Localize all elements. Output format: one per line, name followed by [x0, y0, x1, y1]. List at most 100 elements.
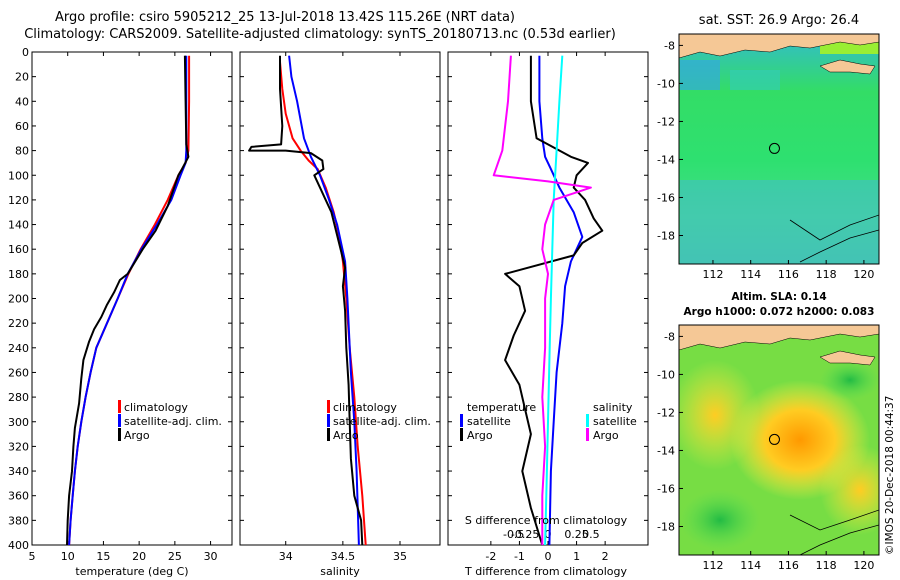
legend-s-satellite: satellite [593, 415, 637, 428]
y-tick-label: 180 [8, 268, 29, 281]
sst-map-title: sat. SST: 26.9 Argo: 26.4 [699, 13, 859, 28]
salinity-xlabel: salinity [320, 565, 360, 578]
legend-t-argo: Argo [467, 429, 493, 442]
sla-map-title-line1: Altim. SLA: 0.14 [731, 291, 826, 303]
sst-map-image [679, 34, 879, 264]
map-y-tick-label: -12 [657, 406, 675, 419]
map-y-tick-label: -14 [657, 444, 675, 457]
map-y-tick-label: -18 [657, 229, 675, 242]
y-tick-label: 80 [15, 145, 29, 158]
difference-legend: temperature satellite Argo salinity sate… [460, 401, 637, 442]
map-x-tick-label: 112 [702, 268, 723, 281]
y-tick-label: 40 [15, 95, 29, 108]
map-y-tick-label: -14 [657, 153, 675, 166]
legend-climatology-swatch [118, 400, 121, 413]
x-tick-label: 20 [132, 550, 146, 563]
argo-position-marker [768, 142, 780, 154]
y-tick-label: 400 [8, 539, 29, 552]
y-tick-label: 360 [8, 490, 29, 503]
map-y-tick-label: -12 [657, 115, 675, 128]
x-tick-label: 1 [573, 550, 580, 563]
map-y-tick-label: -8 [664, 39, 675, 52]
series-line-temperature-argo [504, 55, 604, 545]
legend-argo: Argo [124, 429, 150, 442]
salinity-axes [239, 51, 441, 546]
legend-climatology: climatology [333, 401, 397, 414]
x-tick-label: 30 [204, 550, 218, 563]
sal-diff-tick-label: 0.5 [582, 528, 600, 541]
y-tick-label: 320 [8, 440, 29, 453]
legend-s-argo-swatch [586, 428, 589, 441]
series-line-salinity-argo [492, 55, 592, 545]
y-tick-label: 220 [8, 317, 29, 330]
legend-t-argo-swatch [460, 428, 463, 441]
difference-xlabel: T difference from climatology [464, 565, 627, 578]
x-tick-label: 0 [545, 550, 552, 563]
sst-map-axes [678, 33, 880, 265]
series-line-satellite-adj-clim- [68, 55, 188, 545]
x-tick-label: 2 [602, 550, 609, 563]
argo-position-marker [768, 433, 780, 445]
legend-s-argo: Argo [593, 429, 619, 442]
map-x-tick-label: 114 [740, 559, 761, 572]
x-tick-label: 10 [61, 550, 75, 563]
map-x-tick-label: 114 [740, 268, 761, 281]
y-tick-label: 60 [15, 120, 29, 133]
sal-diff-tick-label: -0.25 [511, 528, 539, 541]
y-tick-label: 100 [8, 169, 29, 182]
legend-satellite-swatch [327, 414, 330, 427]
legend-climatology: climatology [124, 401, 188, 414]
map-y-tick-label: -16 [657, 191, 675, 204]
x-tick-label: 5 [29, 550, 36, 563]
y-tick-label: 120 [8, 194, 29, 207]
map-x-tick-label: 112 [702, 559, 723, 572]
series-line-climatology [68, 55, 191, 545]
legend-temperature-heading: temperature [467, 401, 536, 414]
y-tick-label: 200 [8, 293, 29, 306]
sla-map-title-line2: Argo h1000: 0.072 h2000: 0.083 [684, 306, 875, 318]
difference-xlabel-top: S difference from climatology [465, 514, 628, 527]
y-tick-label: 280 [8, 391, 29, 404]
difference-axes [447, 51, 649, 546]
sal-diff-tick-label: -0.5 [503, 528, 524, 541]
map-y-tick-label: -10 [657, 77, 675, 90]
temperature-xlabel: temperature (deg C) [75, 565, 188, 578]
figure-title-line1: Argo profile: csiro 5905212_25 13-Jul-20… [55, 10, 515, 25]
legend-t-satellite-swatch [460, 414, 463, 427]
figure-title-line2: Climatology: CARS2009. Satellite-adjuste… [24, 27, 616, 42]
legend-argo: Argo [333, 429, 359, 442]
y-tick-label: 340 [8, 465, 29, 478]
y-tick-label: 380 [8, 514, 29, 527]
map-y-tick-label: -18 [657, 520, 675, 533]
salinity-legend: climatology satellite-adj. clim. Argo [327, 400, 431, 442]
series-line-salinity-satellite [544, 55, 564, 545]
y-tick-label: 160 [8, 243, 29, 256]
x-tick-label: 25 [168, 550, 182, 563]
y-tick-label: 240 [8, 342, 29, 355]
legend-argo-swatch [118, 428, 121, 441]
y-tick-label: 300 [8, 416, 29, 429]
legend-satellite: satellite-adj. clim. [333, 415, 431, 428]
map-x-tick-label: 118 [816, 268, 837, 281]
legend-climatology-swatch [327, 400, 330, 413]
series-line-temperature-satellite [538, 55, 584, 545]
legend-salinity-heading: salinity [593, 401, 633, 414]
x-tick-label: 34 [279, 550, 293, 563]
imos-credit: ©IMOS 20-Dec-2018 00:44:37 [884, 396, 896, 555]
series-line-satellite-adj-clim- [288, 55, 360, 545]
sal-diff-tick-label: 0 [545, 528, 552, 541]
sla-map-image [679, 325, 879, 555]
map-y-tick-label: -16 [657, 482, 675, 495]
map-y-tick-label: -10 [657, 368, 675, 381]
x-tick-label: 15 [96, 550, 110, 563]
y-tick-label: 260 [8, 366, 29, 379]
map-x-tick-label: 116 [778, 268, 799, 281]
map-y-tick-label: -8 [664, 330, 675, 343]
legend-satellite: satellite-adj. clim. [124, 415, 222, 428]
legend-satellite-swatch [118, 414, 121, 427]
x-tick-label: -1 [514, 550, 525, 563]
x-tick-label: -2 [485, 550, 496, 563]
series-line-argo [66, 55, 190, 545]
